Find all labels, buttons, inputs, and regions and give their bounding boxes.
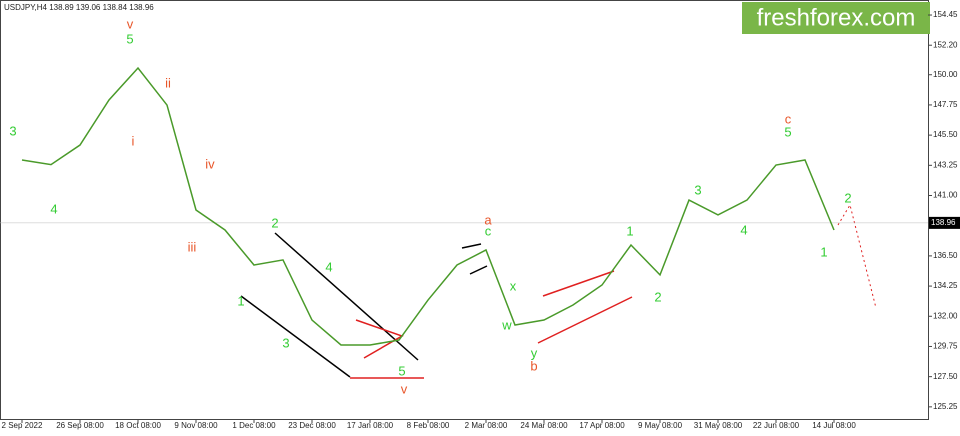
x-tick-label: 22 Jun 08:00	[753, 421, 800, 430]
y-tick-label: 154.45	[933, 10, 958, 19]
x-tick-label: 8 Feb 08:00	[407, 421, 450, 430]
wave-label: i	[132, 133, 135, 148]
wave-label: 1	[626, 223, 633, 238]
x-tick-label: 31 May 08:00	[694, 421, 743, 430]
wave-label: v	[401, 381, 408, 396]
y-tick-label: 143.25	[933, 160, 958, 169]
y-tick-label: 136.50	[933, 251, 958, 260]
y-tick-label: 132.00	[933, 311, 958, 320]
wave-label: 4	[325, 259, 332, 274]
wave-label: 5	[398, 363, 405, 378]
y-tick-label: 127.50	[933, 372, 958, 381]
x-tick-label: 2 Sep 2022	[2, 421, 43, 430]
wave-label: ii	[165, 75, 171, 90]
x-tick-label: 17 Jan 08:00	[347, 421, 394, 430]
wave-label: 2	[844, 190, 851, 205]
x-tick-label: 2 Mar 08:00	[465, 421, 508, 430]
y-tick-label: 150.00	[933, 70, 958, 79]
channel-line	[542, 270, 615, 297]
wave-label: 2	[271, 215, 278, 230]
wave-label: 4	[50, 201, 57, 216]
x-tick-label: 23 Dec 08:00	[288, 421, 336, 430]
channel-line	[240, 295, 351, 378]
wave-label: iv	[205, 156, 215, 171]
wave-label: 3	[694, 182, 701, 197]
y-tick-label: 152.20	[933, 40, 958, 49]
x-tick-label: 14 Jul 08:00	[812, 421, 856, 430]
plot-frame	[0, 0, 929, 420]
y-tick-label: 141.00	[933, 191, 958, 200]
x-tick-label: 1 Dec 08:00	[232, 421, 276, 430]
last-price-label: 138.96	[931, 218, 956, 227]
logo-box	[742, 2, 930, 34]
channel-line	[461, 243, 482, 249]
wave-label: 4	[740, 222, 747, 237]
y-tick-label: 125.25	[933, 402, 958, 411]
last-price-box	[929, 216, 960, 229]
logo: freshforex.com	[757, 4, 916, 31]
wave-label: 3	[9, 123, 16, 138]
x-tick-label: 26 Sep 08:00	[56, 421, 104, 430]
x-tick-label: 24 Mar 08:00	[520, 421, 568, 430]
wave-label: 1	[820, 244, 827, 259]
wave-label: w	[501, 317, 512, 332]
x-tick-label: 17 Apr 08:00	[579, 421, 625, 430]
wave-label: 1	[237, 293, 244, 308]
y-tick-label: 129.75	[933, 342, 958, 351]
y-tick-label: 147.75	[933, 100, 958, 109]
wave-label: x	[510, 278, 517, 293]
wave-label: 2	[654, 289, 661, 304]
wave-label: b	[530, 358, 537, 373]
y-tick-label: 145.50	[933, 130, 958, 139]
channel-line	[537, 296, 633, 344]
y-tick-label: 134.25	[933, 281, 958, 290]
channel-line	[469, 265, 488, 275]
x-tick-label: 9 Nov 08:00	[174, 421, 218, 430]
wave-label: c	[785, 111, 792, 126]
x-tick-label: 18 Oct 08:00	[115, 421, 161, 430]
wave-lines	[240, 203, 877, 379]
wave-label: a	[484, 212, 492, 227]
channel-line	[274, 232, 419, 361]
wave-label: y	[531, 345, 538, 360]
wave-label: 5	[784, 124, 791, 139]
wave-label: iii	[188, 239, 197, 254]
x-tick-label: 9 May 08:00	[638, 421, 683, 430]
wave-label: 3	[282, 335, 289, 350]
wave-label: c	[485, 223, 492, 238]
price-line	[21, 66, 835, 346]
wave-label: v	[127, 16, 134, 31]
wave-label: 5	[126, 31, 133, 46]
header: USDJPY,H4 138.89 139.06 138.84 138.96	[4, 3, 154, 12]
